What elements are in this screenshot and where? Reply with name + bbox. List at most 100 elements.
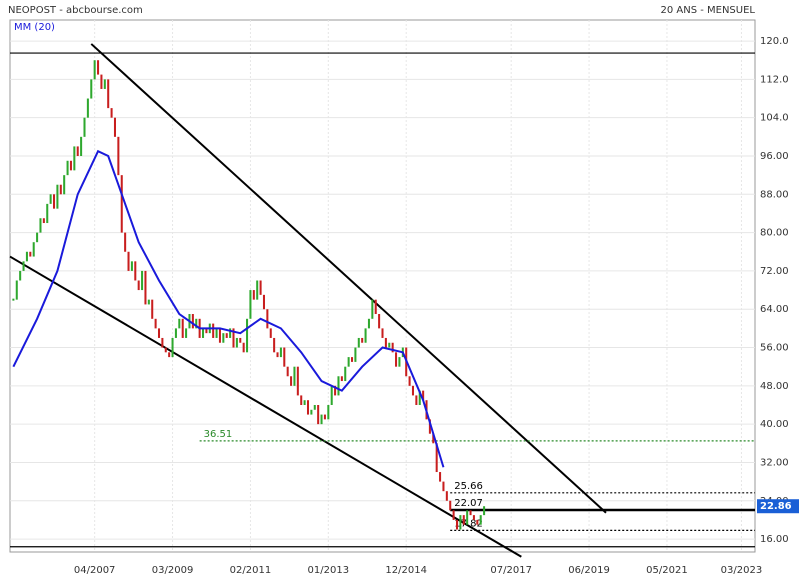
candle — [279, 347, 282, 358]
candle — [195, 318, 198, 329]
indicator-name: MM (20) — [14, 22, 55, 33]
candle — [83, 117, 86, 137]
candle — [235, 337, 238, 348]
candle — [330, 385, 333, 405]
y-tick-label: 72.00 — [760, 266, 789, 277]
candle — [168, 352, 171, 358]
candle — [266, 309, 269, 329]
candle — [164, 347, 167, 353]
candle — [144, 270, 147, 305]
indicator-line — [12, 149, 445, 468]
candle — [374, 299, 377, 315]
candle — [398, 357, 401, 367]
y-tick-label: 32.00 — [760, 457, 789, 468]
candle — [73, 146, 76, 171]
candle — [283, 347, 286, 367]
y-tick-label: 104.0 — [760, 113, 789, 124]
candle — [29, 251, 32, 257]
candle — [191, 314, 194, 329]
y-tick-label: 64.00 — [760, 304, 789, 315]
candle — [100, 74, 103, 89]
candle — [252, 290, 255, 300]
y-tick-label: 120.0 — [760, 36, 789, 47]
candle — [93, 60, 96, 80]
x-tick-label: 04/2007 — [74, 565, 116, 576]
y-tick-label: 56.00 — [760, 343, 789, 354]
candle — [63, 175, 66, 195]
candle — [161, 337, 164, 348]
y-tick-label: 96.00 — [760, 151, 789, 162]
candle — [351, 357, 354, 362]
candle — [273, 337, 276, 353]
candle — [378, 314, 381, 329]
candle — [46, 203, 49, 224]
candle — [306, 400, 310, 415]
candle — [428, 419, 431, 434]
candle — [452, 510, 455, 520]
candle — [391, 342, 394, 353]
candle — [256, 280, 259, 300]
x-tick-label: 03/2009 — [152, 565, 194, 576]
candle — [317, 404, 320, 425]
candle — [39, 218, 42, 233]
candle — [110, 108, 113, 118]
candle — [367, 318, 370, 329]
candle — [178, 318, 181, 329]
candle — [249, 290, 252, 319]
candle — [290, 376, 293, 386]
y-tick-label: 112.0 — [760, 74, 789, 85]
candle — [269, 328, 272, 338]
candle — [147, 299, 150, 305]
candle — [395, 352, 398, 367]
candle — [157, 328, 161, 338]
candle — [15, 280, 18, 300]
level-label: 17.82 — [454, 518, 483, 529]
candle — [22, 261, 25, 271]
candle — [12, 298, 15, 301]
candle — [222, 333, 225, 343]
candle — [124, 232, 127, 252]
candle — [472, 515, 475, 520]
candle — [476, 519, 479, 525]
plot-frame — [9, 19, 756, 553]
candle — [340, 376, 343, 382]
chart-title: NEOPOST - abcbourse.com — [8, 5, 143, 16]
candle — [327, 404, 330, 420]
trendline — [9, 255, 522, 558]
candle — [422, 390, 425, 401]
candle — [19, 270, 22, 281]
candle — [117, 136, 120, 176]
candle — [418, 390, 421, 405]
candle — [462, 515, 465, 525]
candle — [141, 270, 144, 291]
candle — [310, 409, 313, 415]
candle — [151, 299, 154, 319]
candle — [479, 515, 482, 525]
candle — [212, 323, 215, 338]
candle — [76, 146, 79, 156]
candle — [259, 280, 262, 295]
candle — [205, 328, 208, 334]
candle — [323, 414, 326, 420]
candle — [181, 318, 184, 338]
candle — [225, 333, 228, 338]
candle — [361, 337, 364, 343]
candle — [218, 328, 221, 343]
candle — [66, 160, 69, 176]
candle — [354, 347, 357, 362]
candle — [347, 357, 350, 367]
candle — [435, 443, 438, 473]
candle — [25, 251, 28, 262]
y-tick-label: 80.00 — [760, 228, 789, 239]
candle — [262, 294, 265, 310]
trendline — [90, 43, 607, 514]
level-label: 25.66 — [454, 481, 483, 492]
candle — [56, 184, 59, 209]
x-tick-label: 06/2019 — [568, 565, 610, 576]
candle — [42, 218, 45, 224]
candle — [97, 60, 100, 75]
y-tick-label: 16.00 — [760, 534, 789, 545]
candle — [293, 366, 296, 386]
candle — [86, 98, 89, 118]
candle — [483, 506, 486, 516]
